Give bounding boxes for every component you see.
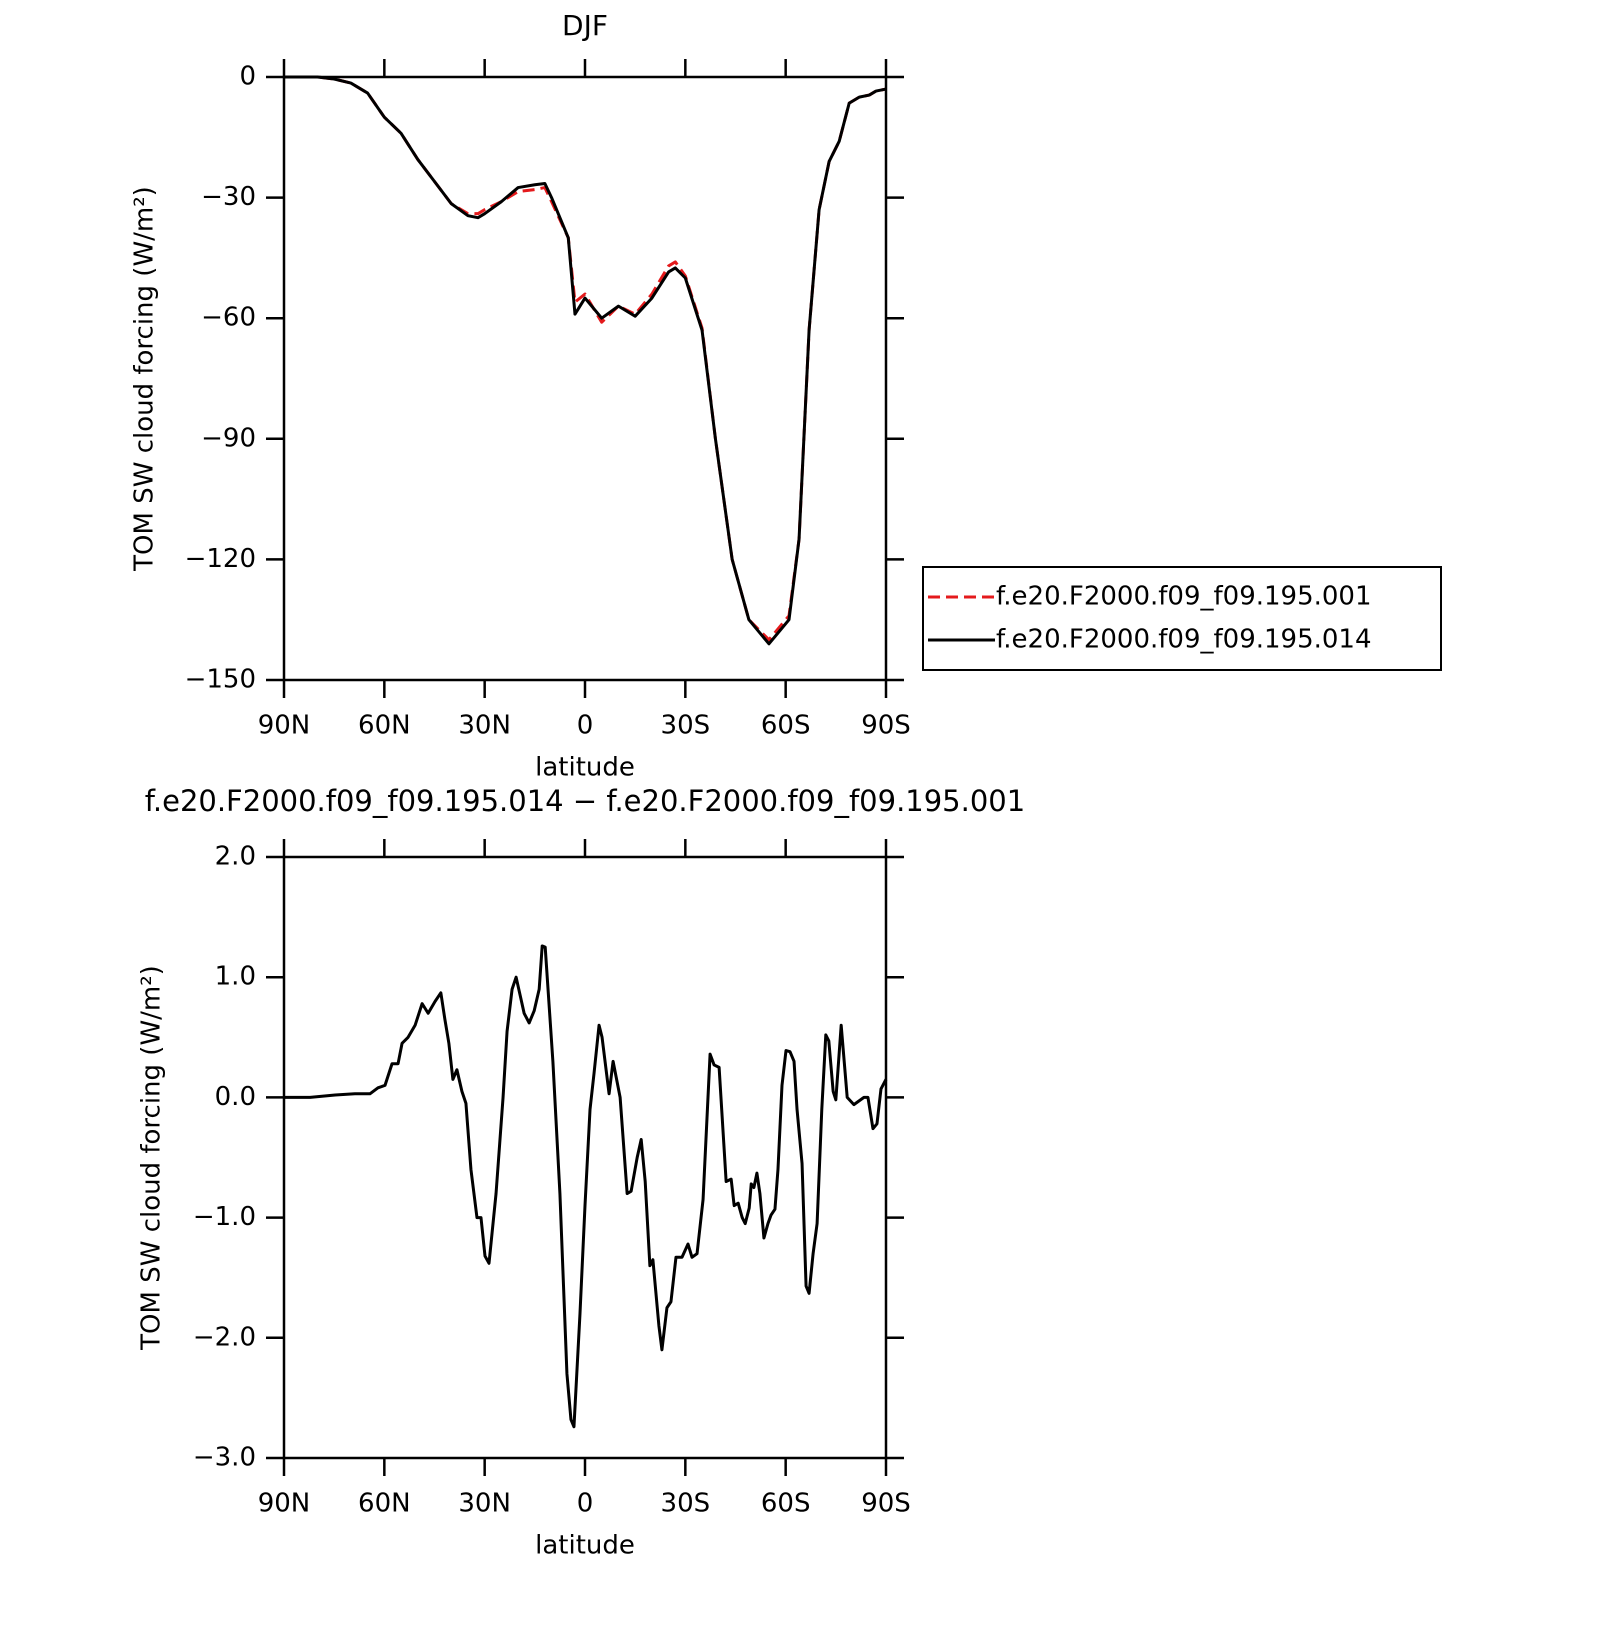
y-tick-label: −1.0 [193,1202,256,1232]
x-tick-label: 30N [458,1489,511,1519]
x-tick-label: 30N [458,711,511,741]
x-tick-label: 60S [761,1489,811,1519]
y-tick-label: 0 [239,62,256,92]
plot-frame [282,855,888,1460]
legend-box [922,566,1442,671]
series-line [284,75,887,646]
y-tick-label: −2.0 [193,1322,256,1352]
plot-frame [282,75,888,682]
x-tick-label: 0 [577,1489,594,1519]
series-line [284,75,887,642]
y-tick-label: −30 [201,182,256,212]
y-axis-label: TOM SW cloud forcing (W/m²) [137,965,167,1351]
x-tick-label: 30S [661,1489,711,1519]
y-tick-label: −60 [201,303,256,333]
x-tick-label: 60S [761,711,811,741]
legend-label: f.e20.F2000.f09_f09.195.001 [996,582,1372,612]
y-tick-label: 0.0 [215,1082,256,1112]
y-tick-label: −120 [185,544,256,574]
x-axis-label: latitude [535,1531,635,1561]
x-tick-label: 60N [358,1489,411,1519]
legend-label: f.e20.F2000.f09_f09.195.014 [996,625,1372,655]
y-tick-label: 1.0 [215,962,256,992]
x-tick-label: 0 [577,711,594,741]
x-tick-label: 90N [258,1489,311,1519]
y-tick-label: −150 [185,665,256,695]
y-tick-label: 2.0 [215,842,256,872]
chart-title: DJF [562,9,608,42]
x-tick-label: 90N [258,711,311,741]
y-axis-label: TOM SW cloud forcing (W/m²) [130,186,160,572]
x-tick-label: 60N [358,711,411,741]
x-tick-label: 30S [661,711,711,741]
chart-title: f.e20.F2000.f09_f09.195.014 − f.e20.F200… [145,784,1025,818]
x-axis-label: latitude [535,753,635,783]
y-tick-label: −90 [201,423,256,453]
y-tick-label: −3.0 [193,1443,256,1473]
x-tick-label: 90S [861,711,911,741]
series-line [284,944,888,1429]
x-tick-label: 90S [861,1489,911,1519]
